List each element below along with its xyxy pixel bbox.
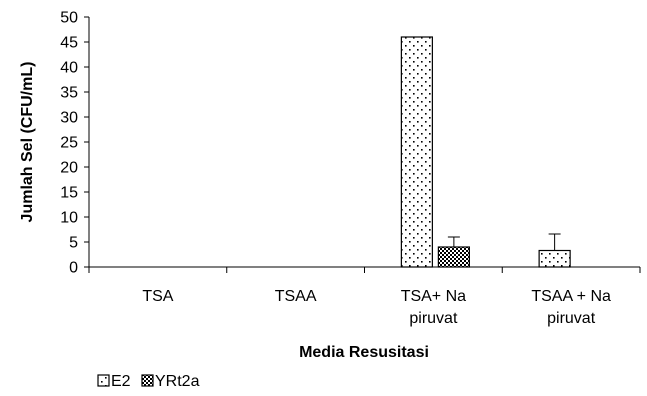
legend-swatch-yrt2a bbox=[141, 374, 154, 387]
legend: E2 YRt2a bbox=[97, 373, 200, 390]
y-tick-label: 15 bbox=[60, 185, 78, 202]
y-tick-label: 25 bbox=[60, 135, 78, 152]
y-tick-label: 30 bbox=[60, 110, 78, 127]
x-category-label: TSA+ Na bbox=[401, 288, 466, 305]
y-tick-label: 40 bbox=[60, 60, 78, 77]
bar-e2-2 bbox=[400, 36, 433, 268]
plot-area: 0 5 10 15 20 25 30 35 40 45 50 TSA TSAA TSA+ Na piruva… bbox=[60, 10, 641, 327]
legend-label-yrt2a: YRt2a bbox=[155, 373, 200, 390]
x-category-label: piruvat bbox=[409, 310, 458, 327]
legend-label-e2: E2 bbox=[111, 373, 131, 390]
x-category-label: TSAA + Na bbox=[531, 288, 611, 305]
x-category-label: piruvat bbox=[547, 310, 596, 327]
bar-e2-3 bbox=[538, 249, 571, 268]
legend-swatch-e2 bbox=[97, 374, 110, 387]
y-tick-label: 35 bbox=[60, 85, 78, 102]
bar-yrt2a-2 bbox=[437, 246, 470, 268]
y-tick-label: 0 bbox=[69, 260, 78, 277]
x-category-label: TSA bbox=[142, 288, 173, 305]
y-tick-label: 5 bbox=[69, 235, 78, 252]
x-category-label: TSAA bbox=[275, 288, 317, 305]
x-axis-title: Media Resusitasi bbox=[299, 344, 429, 361]
y-axis-title: Jumlah Sel (CFU/mL) bbox=[19, 62, 36, 223]
y-tick-label: 20 bbox=[60, 160, 78, 177]
y-tick-label: 50 bbox=[60, 10, 78, 27]
y-tick-label: 10 bbox=[60, 210, 78, 227]
y-tick-label: 45 bbox=[60, 35, 78, 52]
